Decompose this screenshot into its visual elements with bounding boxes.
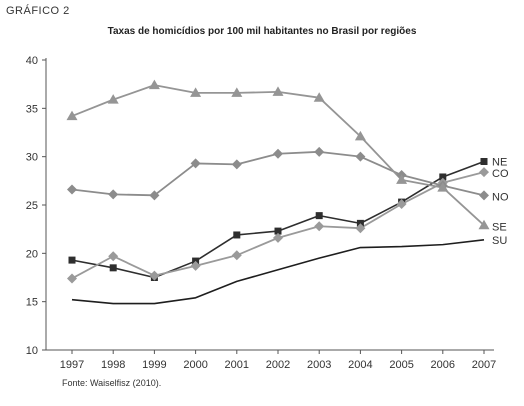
data-point-ne xyxy=(315,212,323,220)
x-tick-label: 2005 xyxy=(389,359,413,371)
chart-title: Taxas de homicídios por 100 mil habitant… xyxy=(107,26,417,37)
data-point-no xyxy=(355,151,366,162)
data-point-se xyxy=(313,92,325,102)
data-point-no xyxy=(273,148,283,159)
series-label-se: SE xyxy=(492,221,507,233)
y-tick-label: 35 xyxy=(26,103,38,115)
data-point-co xyxy=(479,167,489,178)
data-point-ne xyxy=(439,173,447,181)
y-tick-label: 25 xyxy=(26,200,38,212)
x-tick-label: 2006 xyxy=(431,359,455,371)
y-tick-label: 10 xyxy=(26,345,38,357)
data-point-ne xyxy=(109,264,117,272)
x-tick-label: 1997 xyxy=(60,359,84,371)
data-point-co xyxy=(108,251,119,262)
data-point-co xyxy=(67,273,77,284)
data-point-co xyxy=(273,232,283,243)
x-tick-label: 2003 xyxy=(307,359,331,371)
series-lines xyxy=(71,84,485,305)
data-point-co xyxy=(149,270,160,281)
data-point-ne xyxy=(233,231,241,239)
x-tick-label: 2007 xyxy=(472,359,496,371)
data-point-co xyxy=(231,250,242,261)
series-line-su xyxy=(71,239,485,305)
x-tick-label: 1998 xyxy=(101,359,125,371)
y-tick-label: 20 xyxy=(26,248,38,260)
x-tick-label: 2001 xyxy=(225,359,249,371)
data-point-se xyxy=(148,79,160,90)
data-point-se xyxy=(66,110,78,121)
data-point-se xyxy=(478,219,490,230)
x-tick-label: 1999 xyxy=(142,359,166,371)
data-point-no xyxy=(231,159,242,170)
data-point-se xyxy=(231,87,243,97)
data-point-ne xyxy=(274,227,282,235)
data-point-no xyxy=(479,190,489,201)
data-point-no xyxy=(314,146,325,157)
series-label-no: NO xyxy=(492,191,509,203)
data-point-co xyxy=(355,223,366,234)
y-tick-label: 15 xyxy=(26,297,38,309)
data-point-se xyxy=(272,86,284,96)
series-label-su: SU xyxy=(492,235,507,247)
source-note: Fonte: Waiselfisz (2010). xyxy=(62,378,162,388)
data-point-no xyxy=(149,190,160,201)
data-point-ne xyxy=(480,158,488,165)
data-point-se xyxy=(354,130,366,141)
series-line-co xyxy=(71,171,485,280)
x-tick-label: 2002 xyxy=(266,359,290,371)
series-label-co: CO xyxy=(492,168,509,180)
series-line-ne xyxy=(71,160,485,279)
x-tick-label: 2004 xyxy=(348,359,372,371)
series-label-ne: NE xyxy=(492,157,507,169)
data-point-ne xyxy=(68,256,76,264)
data-point-se xyxy=(437,182,449,192)
x-tick-label: 2000 xyxy=(183,359,207,371)
data-point-co xyxy=(190,260,201,271)
data-point-no xyxy=(67,184,77,195)
figure-label: GRÁFICO 2 xyxy=(6,5,70,17)
data-point-se xyxy=(107,94,119,104)
data-point-se xyxy=(190,87,202,97)
data-point-se xyxy=(396,174,408,184)
chart-axes: 10 15 20 25 30 35 40 1997 1998 1999 2000 2001 2002 20… xyxy=(26,55,496,371)
y-tick-label: 30 xyxy=(26,152,38,164)
series-markers xyxy=(66,79,490,284)
data-point-no xyxy=(190,158,201,169)
data-point-co xyxy=(314,221,325,232)
y-tick-label: 40 xyxy=(26,55,38,67)
data-point-no xyxy=(108,189,119,200)
data-point-co xyxy=(396,199,407,210)
